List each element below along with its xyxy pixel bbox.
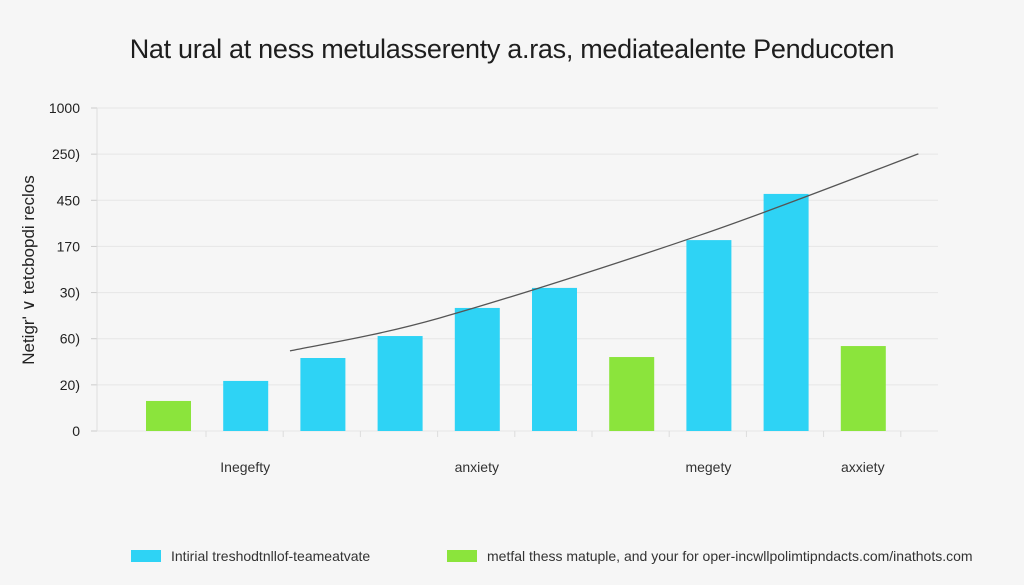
y-tick-label: 450 — [57, 192, 81, 208]
bar-cyan — [300, 358, 346, 431]
y-tick-label: 20) — [60, 377, 80, 393]
bar-green — [146, 400, 191, 431]
x-tick-label: anxiety — [455, 459, 499, 475]
bar-cyan — [686, 240, 732, 431]
legend-swatch-cyan — [131, 550, 161, 562]
legend-item-cyan: Intirial treshodtnllof-teameatvate — [131, 548, 370, 564]
chart-title: Nat ural at ness metulasserenty a.ras, m… — [129, 34, 895, 64]
y-tick-label: 0 — [72, 423, 80, 439]
legend-label-green: metfal thess matuple, and your for oper-… — [487, 548, 973, 564]
x-tick-label: axxiety — [841, 459, 885, 475]
legend-label-cyan: Intirial treshodtnllof-teameatvate — [171, 548, 371, 564]
y-tick-label: 250) — [52, 146, 80, 162]
y-tick-label: 1000 — [49, 100, 80, 116]
legend-item-green: metfal thess matuple, and your for oper-… — [447, 548, 973, 564]
y-tick-label: 170 — [57, 238, 81, 254]
bar-cyan — [532, 287, 577, 431]
bar-cyan — [454, 307, 500, 431]
legend-swatch-green — [447, 550, 477, 562]
x-tick-label: Inegefty — [220, 459, 270, 475]
trend-line — [289, 153, 919, 352]
bar-green — [840, 346, 886, 431]
bar-cyan — [377, 336, 423, 431]
bar-green — [609, 357, 655, 431]
bar-cyan — [763, 193, 809, 431]
y-tick-label: 60) — [60, 331, 80, 347]
y-tick-label: 30) — [60, 285, 80, 301]
x-tick-label: megety — [685, 459, 731, 475]
bar-cyan — [223, 380, 269, 431]
